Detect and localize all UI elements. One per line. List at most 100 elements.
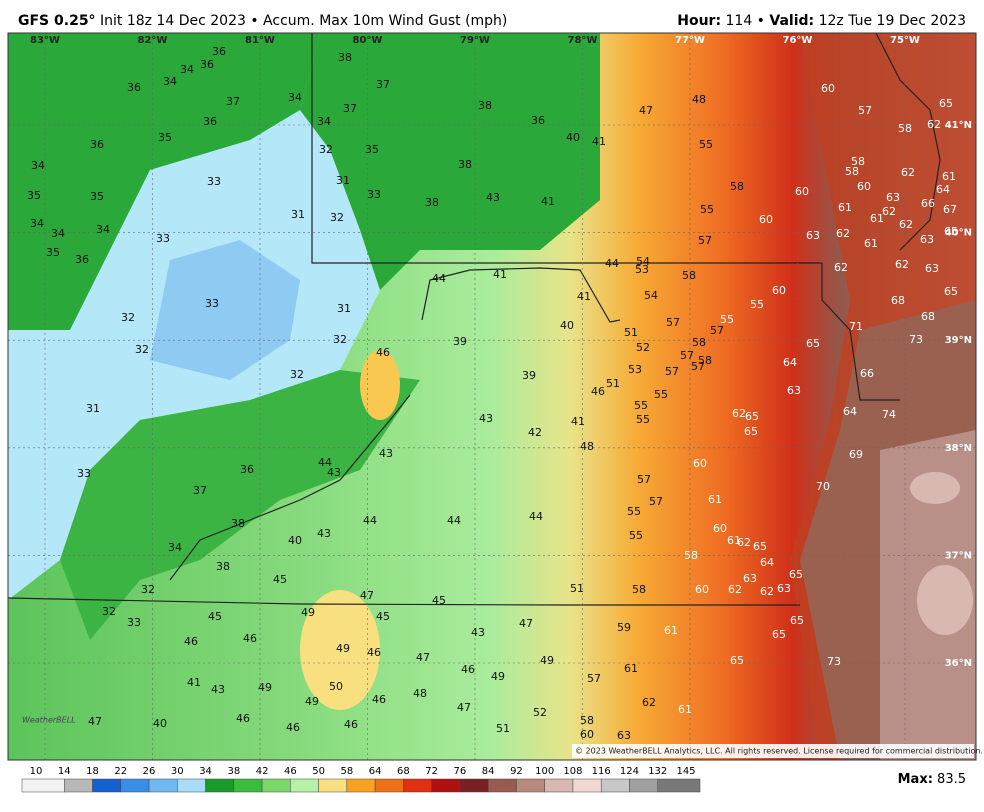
- hour-label: Hour:: [677, 13, 721, 29]
- wind-gust-value: 62: [836, 227, 850, 240]
- wind-gust-value: 61: [678, 703, 692, 716]
- wind-gust-value: 46: [344, 718, 358, 731]
- wind-gust-value: 58: [632, 583, 646, 596]
- wind-gust-value: 45: [376, 610, 390, 623]
- wind-gust-value: 50: [329, 680, 343, 693]
- wind-gust-value: 59: [617, 621, 631, 634]
- wind-gust-value: 31: [86, 402, 100, 415]
- wind-gust-value: 44: [363, 514, 377, 527]
- wind-gust-value: 46: [184, 635, 198, 648]
- wind-gust-value: 46: [243, 632, 257, 645]
- wind-gust-value: 34: [51, 227, 65, 240]
- wind-gust-value: 33: [367, 188, 381, 201]
- wind-gust-value: 62: [642, 696, 656, 709]
- model: GFS 0.25°: [18, 13, 96, 29]
- header: GFS 0.25° Init 18z 14 Dec 2023 • Accum. …: [18, 13, 966, 29]
- wind-gust-value: 45: [432, 594, 446, 607]
- wind-gust-value: 36: [90, 138, 104, 151]
- lon-label: 80°W: [353, 35, 383, 46]
- wind-gust-value: 34: [180, 63, 194, 76]
- wind-gust-value: 31: [336, 174, 350, 187]
- wind-gust-value: 58: [845, 165, 859, 178]
- wind-gust-value: 32: [135, 343, 149, 356]
- wind-gust-value: 36: [212, 45, 226, 58]
- wind-gust-value: 37: [376, 78, 390, 91]
- wind-gust-value: 60: [759, 213, 773, 226]
- wind-gust-value: 51: [496, 722, 510, 735]
- colorbar-swatch: [120, 778, 150, 793]
- wind-gust-value: 60: [772, 284, 786, 297]
- wind-gust-value: 32: [121, 311, 135, 324]
- valid-label: Valid:: [769, 13, 814, 29]
- wind-gust-value: 53: [635, 263, 649, 276]
- lon-label: 82°W: [138, 35, 168, 46]
- wind-gust-value: 40: [288, 534, 302, 547]
- lon-label: 79°W: [460, 35, 490, 46]
- wind-gust-value: 61: [727, 534, 741, 547]
- wind-gust-value: 51: [570, 582, 584, 595]
- wind-gust-value: 55: [636, 413, 650, 426]
- wind-gust-value: 52: [636, 341, 650, 354]
- wind-gust-value: 47: [416, 651, 430, 664]
- lon-label: 83°W: [30, 35, 60, 46]
- wind-gust-value: 34: [96, 223, 110, 236]
- wind-gust-value: 43: [471, 626, 485, 639]
- colorbar-swatch: [374, 778, 404, 793]
- colorbar-swatch: [318, 778, 348, 793]
- colorbar-swatch: [487, 778, 517, 793]
- lat-label: 36°N: [945, 658, 972, 669]
- wind-gust-value: 36: [531, 114, 545, 127]
- colorbar-tick: 10: [30, 766, 43, 777]
- colorbar-swatch: [403, 778, 432, 793]
- wind-gust-value: 61: [624, 662, 638, 675]
- wind-gust-value: 43: [379, 447, 393, 460]
- coordinate-labels: 83°W 82°W 81°W 80°W 79°W 78°W 77°W 76°W 75°W 41°N…: [30, 35, 972, 669]
- lat-label: 40°N: [945, 228, 972, 239]
- wind-gust-value: 55: [700, 203, 714, 216]
- wind-gust-value: 63: [920, 233, 934, 246]
- wind-gust-value: 35: [90, 190, 104, 203]
- colorbar-swatch: [290, 778, 319, 793]
- wind-gust-value: 62: [760, 585, 774, 598]
- wind-gust-value: 57: [637, 473, 651, 486]
- wind-gust-value: 48: [413, 687, 427, 700]
- colorbar-tick: 34: [199, 766, 212, 777]
- wind-gust-value: 62: [882, 205, 896, 218]
- wind-gust-value: 63: [787, 384, 801, 397]
- wind-gust-value: 37: [343, 102, 357, 115]
- colorbar-swatch: [657, 778, 701, 793]
- wind-gust-value: 35: [158, 131, 172, 144]
- wind-gust-value: 73: [909, 333, 923, 346]
- wind-gust-value: 55: [654, 388, 668, 401]
- wind-gust-value: 60: [857, 180, 871, 193]
- wind-gust-value: 32: [102, 605, 116, 618]
- wind-gust-value: 32: [290, 368, 304, 381]
- wind-gust-value: 32: [330, 211, 344, 224]
- wind-gust-value: 38: [338, 51, 352, 64]
- wind-gust-value: 40: [560, 319, 574, 332]
- header-left: GFS 0.25° Init 18z 14 Dec 2023 • Accum. …: [18, 13, 507, 29]
- lat-label: 37°N: [945, 550, 972, 561]
- wind-gust-value: 43: [211, 683, 225, 696]
- lon-label: 81°W: [245, 35, 275, 46]
- info: Init 18z 14 Dec 2023 • Accum. Max 10m Wi…: [100, 13, 507, 29]
- wind-gust-value: 32: [141, 583, 155, 596]
- wind-gust-value: 36: [200, 58, 214, 71]
- colorbar-tick: 72: [425, 766, 438, 777]
- wind-gust-value: 65: [944, 285, 958, 298]
- wind-gust-value: 60: [713, 522, 727, 535]
- wind-gust-value: 49: [305, 695, 319, 708]
- wind-gust-value: 58: [682, 269, 696, 282]
- wind-gust-value: 61: [664, 624, 678, 637]
- wind-gust-value: 44: [432, 272, 446, 285]
- wind-gust-value: 46: [236, 712, 250, 725]
- wind-gust-value: 43: [479, 412, 493, 425]
- colorbar-tick: 42: [256, 766, 269, 777]
- wind-gust-value: 48: [692, 93, 706, 106]
- colorbar-tick: 18: [86, 766, 99, 777]
- wind-gust-value: 38: [478, 99, 492, 112]
- wind-gust-value: 57: [858, 104, 872, 117]
